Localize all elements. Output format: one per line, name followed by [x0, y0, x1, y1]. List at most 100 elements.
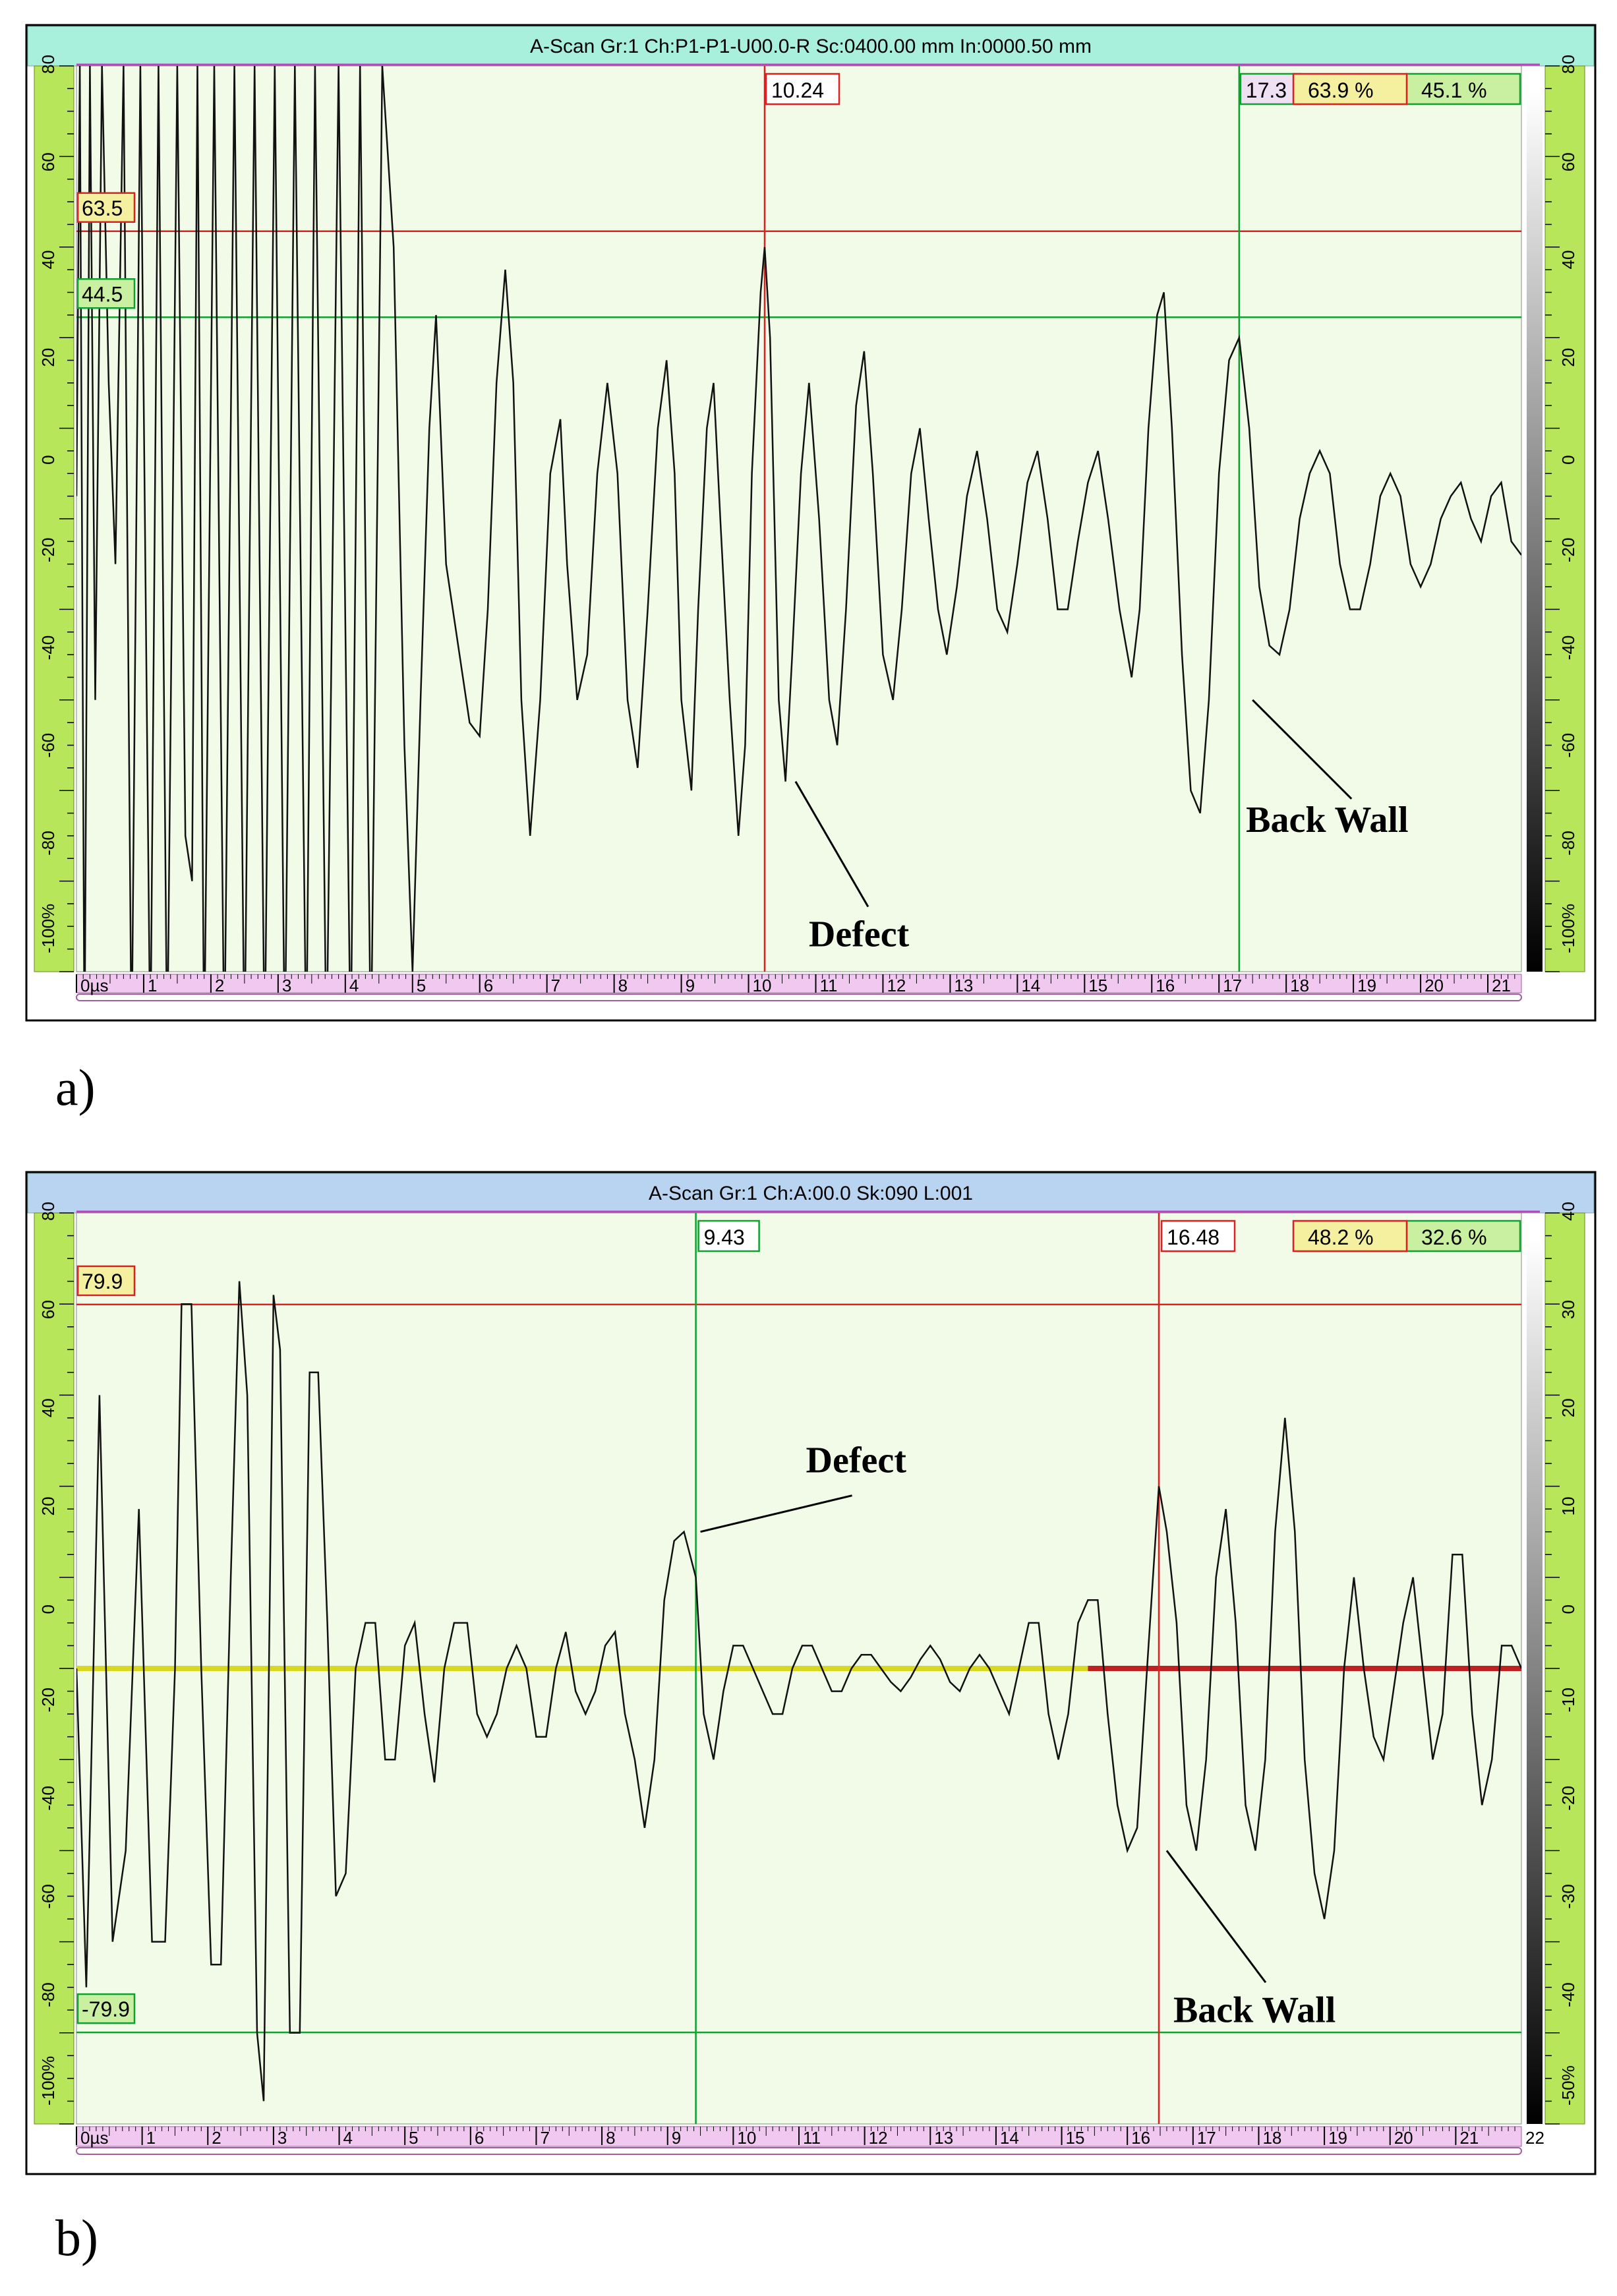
y-tick-label-left: 0 — [38, 455, 58, 464]
y-tick-label-left: 20 — [38, 1496, 58, 1516]
y-tick-label-left: -20 — [38, 538, 58, 563]
gate-level-box — [76, 278, 136, 309]
y-tick-label-right: -80 — [1558, 831, 1578, 856]
gate-amplitude-readout: 45.1 % — [1421, 78, 1487, 102]
gate-level-box — [76, 192, 136, 223]
gate-level-box — [76, 1265, 136, 1297]
ascan-panel-a: A-Scan Gr:1 Ch:P1-P1-U00.0-R Sc:0400.00 … — [25, 24, 1597, 1022]
annotation-leader-line — [700, 1494, 852, 1533]
annotation-leader-line — [1252, 699, 1353, 800]
cursor-readout-box — [765, 73, 840, 105]
amplitude-color-strip — [1527, 1239, 1543, 2124]
x-tick-label: 16 — [1131, 2128, 1150, 2148]
gate-amplitude-readout: 63.9 % — [1308, 78, 1374, 102]
y-tick-label-left: -100% — [38, 904, 58, 953]
annotation-label: Back Wall — [1173, 1989, 1336, 2030]
ascan-panel-b: A-Scan Gr:1 Ch:A:00.0 Sk:090 L:001 -100% -… — [25, 1171, 1597, 2175]
x-tick-label: 3 — [278, 2128, 287, 2148]
y-tick-label-left: 60 — [38, 152, 58, 171]
x-tick-label: 14 — [1000, 2128, 1019, 2148]
x-tick-label: 1 — [148, 976, 157, 995]
x-tick-label: 4 — [343, 2128, 353, 2148]
x-tick-label: 12 — [887, 976, 906, 995]
x-tick-label: 17 — [1223, 976, 1242, 995]
x-tick-label: 14 — [1021, 976, 1040, 995]
chart-title: A-Scan Gr:1 Ch:P1-P1-U00.0-R Sc:0400.00 … — [530, 36, 1092, 57]
x-tick-label: 7 — [540, 2128, 549, 2148]
y-tick-label-left: 60 — [38, 1300, 58, 1319]
y-tick-label-right: -10 — [1558, 1688, 1578, 1713]
y-tick-label-right: -50% — [1558, 2065, 1578, 2105]
y-tick-label-left: 0 — [38, 1604, 58, 1614]
cursor-readout-box — [1160, 1220, 1236, 1252]
annotation-leader-line — [794, 780, 869, 908]
amplitude-color-strip — [1527, 92, 1543, 972]
cursor-readout: 17.3 — [1246, 78, 1287, 102]
x-tick-label: 11 — [803, 2128, 821, 2148]
y-tick-label-right: -60 — [1558, 733, 1578, 758]
x-tick-label: 21 — [1492, 976, 1511, 995]
x-tick-label: 10 — [737, 2128, 756, 2148]
y-tick-label-left: -100% — [38, 2056, 58, 2105]
y-tick-label-left: 80 — [38, 1202, 58, 1221]
scale-scrollbar — [76, 2147, 1522, 2155]
y-tick-label-left: -80 — [38, 1982, 58, 2007]
y-tick-label-right: 40 — [1558, 1202, 1578, 1221]
annotation-label: Defect — [806, 1440, 907, 1481]
y-tick-label-right: -40 — [1558, 635, 1578, 661]
y-tick-label-left: 20 — [38, 348, 58, 367]
y-tick-label-right: 10 — [1558, 1496, 1578, 1516]
scale-scrollbar — [76, 993, 1522, 1001]
cursor-readout: 16.48 — [1167, 1225, 1220, 1249]
annotation-label: Back Wall — [1246, 800, 1408, 840]
y-tick-label-right: 60 — [1558, 152, 1578, 171]
gate-level-label: 63.5 — [82, 196, 123, 220]
x-tick-label: 20 — [1425, 976, 1444, 995]
x-tick-label: 16 — [1156, 976, 1175, 995]
annotation-leader-line — [1165, 1850, 1267, 1984]
gate-amplitude-readout: 32.6 % — [1421, 1225, 1487, 1249]
y-tick-label-right: -100% — [1558, 904, 1578, 953]
x-tick-label: 2 — [212, 2128, 221, 2148]
gate-amplitude-box — [1292, 1220, 1408, 1252]
x-tick-label: 19 — [1328, 2128, 1347, 2148]
x-tick-label: 6 — [475, 2128, 484, 2148]
x-tick-label: 4 — [349, 976, 359, 995]
x-tick-label: 12 — [869, 2128, 888, 2148]
gate-level-label: 79.9 — [82, 1270, 123, 1293]
x-tick-label: 2 — [215, 976, 224, 995]
cursor-readout-box — [1239, 73, 1303, 105]
waveform-line — [76, 1281, 1521, 2102]
y-tick-label-left: -20 — [38, 1688, 58, 1713]
x-tick-label: 13 — [954, 976, 973, 995]
x-tick-label: 20 — [1394, 2128, 1413, 2148]
gate-amplitude-box — [1292, 73, 1408, 105]
y-tick-label-right: 20 — [1558, 348, 1578, 367]
chart-title: A-Scan Gr:1 Ch:A:00.0 Sk:090 L:001 — [649, 1183, 973, 1204]
y-tick-label-right: 0 — [1558, 1604, 1578, 1614]
y-tick-label-left: -40 — [38, 1786, 58, 1811]
y-tick-label-left: -60 — [38, 733, 58, 758]
x-tick-label: 11 — [819, 976, 837, 995]
y-tick-label-left: 40 — [38, 1398, 58, 1417]
panel-a-label: a) — [55, 1059, 96, 1116]
x-tick-label: 22 — [1525, 2128, 1544, 2148]
title-bar — [27, 1173, 1595, 1214]
x-tick-label: 10 — [753, 976, 772, 995]
y-tick-label-right: 80 — [1558, 55, 1578, 74]
cursor-readout-box — [697, 1220, 760, 1252]
gate-amplitude-box — [1405, 1220, 1521, 1252]
x-tick-label: 15 — [1066, 2128, 1085, 2148]
gate-level-label: -79.9 — [82, 1997, 130, 2021]
y-tick-label-right: 20 — [1558, 1398, 1578, 1417]
title-bar — [27, 26, 1595, 67]
panel-b-label: b) — [55, 2209, 98, 2266]
x-tick-label: 8 — [618, 976, 628, 995]
y-tick-label-left: 40 — [38, 250, 58, 270]
x-tick-label: 6 — [484, 976, 493, 995]
y-tick-label-right: -20 — [1558, 538, 1578, 563]
x-tick-label: 21 — [1459, 2128, 1479, 2148]
x-tick-label: 18 — [1290, 976, 1309, 995]
y-tick-label-right: 30 — [1558, 1300, 1578, 1319]
